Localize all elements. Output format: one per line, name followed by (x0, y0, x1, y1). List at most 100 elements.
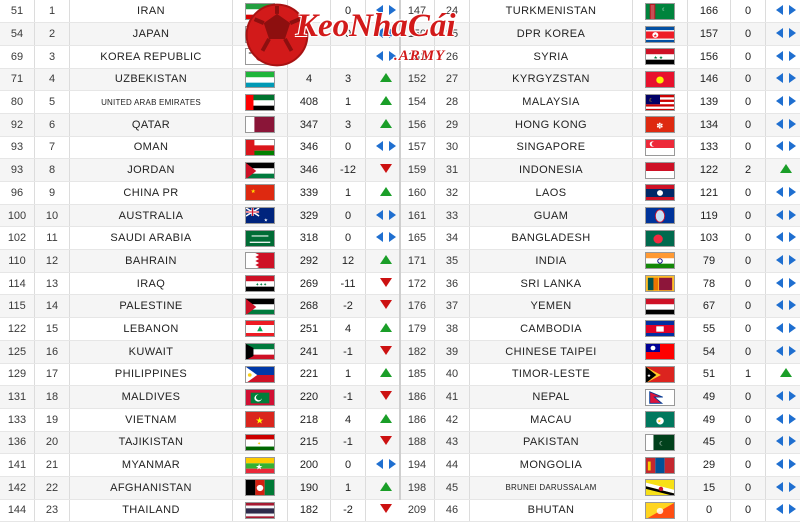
cell-movement (766, 23, 800, 46)
cell-position: 54 (0, 23, 35, 46)
cell-points: 134 (688, 113, 731, 136)
cell-flag (233, 499, 288, 522)
cell-change: 0 (331, 227, 366, 250)
cell-change: 0 (731, 182, 766, 205)
cell-points: 220 (288, 386, 331, 409)
cell-rank: 37 (435, 295, 470, 318)
cell-rank: 5 (35, 91, 70, 114)
cell-points: 103 (688, 227, 731, 250)
cell-change: 0 (731, 91, 766, 114)
cell-points: 133 (688, 136, 731, 159)
cell-change: 0 (731, 68, 766, 91)
cell-movement (766, 386, 800, 409)
cell-team-name: BHUTAN (470, 499, 633, 522)
cell-position: 136 (0, 431, 35, 454)
cell-movement (766, 227, 800, 250)
cell-position: 156 (400, 113, 435, 136)
cell-points: 29 (688, 454, 731, 477)
flag-icon (645, 479, 675, 496)
arrow-down-icon (380, 504, 392, 513)
cell-rank: 4 (35, 68, 70, 91)
cell-flag: ✽ (633, 113, 688, 136)
cell-points: 157 (688, 23, 731, 46)
cell-position: 194 (400, 454, 435, 477)
cell-points: 78 (688, 272, 731, 295)
svg-text:★: ★ (255, 462, 263, 471)
cell-rank: 41 (435, 386, 470, 409)
arrow-steady-icon (776, 459, 796, 468)
cell-flag (233, 0, 288, 23)
cell-position: 51 (0, 0, 35, 23)
cell-flag (633, 318, 688, 341)
cell-change: 0 (731, 431, 766, 454)
cell-position: 69 (0, 45, 35, 68)
cell-team-name: BANGLADESH (470, 227, 633, 250)
flag-icon: ★ (245, 457, 275, 474)
cell-rank: 39 (435, 340, 470, 363)
cell-flag (233, 227, 288, 250)
cell-flag (633, 204, 688, 227)
flag-icon (645, 139, 675, 156)
cell-team-name: MACAU (470, 408, 633, 431)
flag-icon (645, 457, 675, 474)
cell-points: 51 (688, 363, 731, 386)
cell-team-name: KOREA REPUBLIC (70, 45, 233, 68)
arrow-up-icon (780, 164, 792, 173)
flag-icon: ★ (645, 366, 675, 383)
flag-icon (245, 343, 275, 360)
cell-position: 182 (400, 340, 435, 363)
cell-team-name: SRI LANKA (470, 272, 633, 295)
cell-position: 179 (400, 318, 435, 341)
cell-flag (633, 476, 688, 499)
cell-team-name: SAUDI ARABIA (70, 227, 233, 250)
flag-icon: ★ (645, 26, 675, 43)
